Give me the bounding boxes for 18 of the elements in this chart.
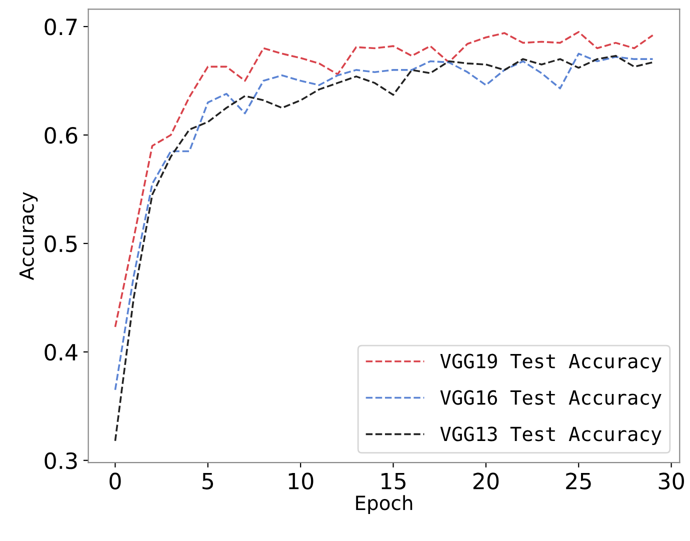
x-tick-label: 15 bbox=[382, 472, 406, 490]
legend-label: VGG16 Test Accuracy bbox=[440, 390, 662, 409]
y-tick-label: 0.5 bbox=[44, 235, 77, 252]
y-tick-label: 0.7 bbox=[44, 18, 77, 36]
x-tick-label: 30 bbox=[658, 472, 684, 490]
x-axis-title: Epoch bbox=[356, 495, 412, 514]
x-tick-label: 0 bbox=[110, 472, 121, 490]
y-tick-label: 0.6 bbox=[44, 126, 78, 144]
y-tick-label: 0.4 bbox=[44, 344, 78, 361]
x-tick-label: 5 bbox=[202, 472, 214, 490]
legend-label: VGG19 Test Accuracy bbox=[440, 354, 662, 372]
y-axis-title: Accuracy bbox=[19, 192, 38, 280]
x-tick-label: 20 bbox=[473, 472, 499, 490]
x-tick-label: 10 bbox=[288, 472, 314, 490]
y-tick-label: 0.3 bbox=[44, 452, 77, 470]
x-tick-label: 25 bbox=[566, 472, 591, 490]
legend-label: VGG13 Test Accuracy bbox=[440, 426, 662, 446]
line-series bbox=[114, 31, 654, 328]
